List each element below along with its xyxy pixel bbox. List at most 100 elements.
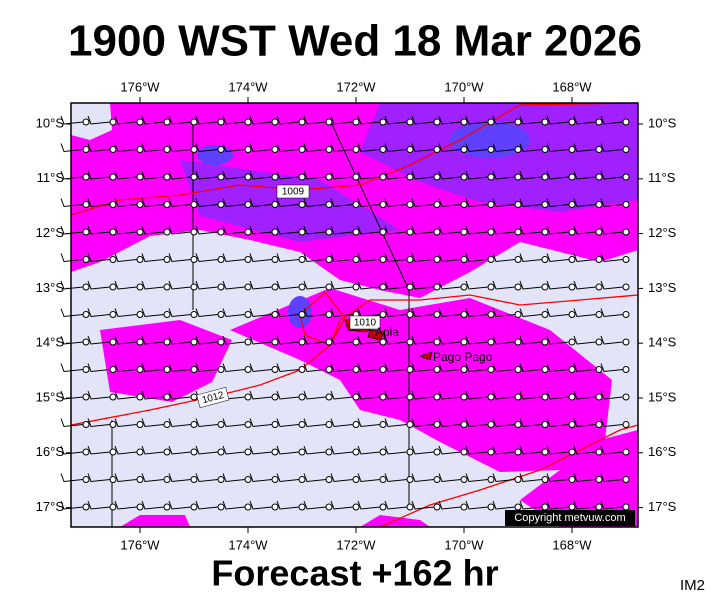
barb	[384, 445, 408, 455]
barb	[276, 225, 300, 235]
station	[325, 366, 333, 373]
barb	[384, 308, 408, 318]
barb	[222, 170, 246, 180]
station	[298, 311, 306, 318]
barb	[384, 225, 408, 235]
barb	[276, 473, 300, 483]
barb	[195, 198, 219, 208]
station	[190, 366, 198, 373]
station	[541, 118, 549, 126]
barb	[546, 225, 570, 235]
station	[298, 146, 306, 153]
station	[271, 256, 279, 263]
barb	[60, 335, 84, 345]
station	[298, 256, 306, 263]
lat-label: 17°S	[648, 499, 677, 514]
station	[190, 201, 198, 208]
station	[460, 283, 468, 291]
station	[244, 421, 252, 428]
barb	[141, 198, 165, 208]
barb	[114, 473, 138, 483]
station	[595, 476, 603, 483]
station	[136, 421, 144, 428]
station	[541, 366, 549, 373]
station	[595, 228, 603, 236]
barb	[546, 445, 570, 455]
barb	[492, 280, 516, 290]
barb	[87, 115, 111, 125]
station	[379, 201, 387, 208]
barb	[195, 253, 219, 263]
station	[298, 421, 306, 428]
station	[352, 146, 360, 153]
barb	[492, 115, 516, 125]
graticule-labels: 176°W 176°W 174°W 174°W 172°W 172°W 170°W 170°W…	[36, 79, 677, 552]
station	[109, 311, 117, 318]
barb	[600, 500, 624, 510]
barb	[330, 473, 354, 483]
barb	[195, 170, 219, 180]
barb	[438, 445, 462, 455]
barb	[276, 500, 300, 510]
barb	[492, 170, 516, 180]
barb	[573, 198, 597, 208]
station	[514, 366, 522, 373]
barb	[465, 363, 489, 373]
barb	[276, 445, 300, 455]
barb	[357, 170, 381, 180]
barb	[330, 198, 354, 208]
station	[325, 256, 333, 263]
barb	[87, 445, 111, 455]
station	[163, 283, 171, 291]
station	[595, 146, 603, 153]
barb	[87, 143, 111, 153]
station	[190, 146, 198, 153]
barb	[276, 390, 300, 400]
barb	[222, 253, 246, 263]
barb	[60, 308, 84, 318]
barb	[357, 335, 381, 345]
station	[271, 448, 279, 456]
barb	[303, 170, 327, 180]
station	[406, 283, 414, 291]
station	[136, 173, 144, 181]
barb	[249, 335, 273, 345]
station	[163, 448, 171, 456]
barb	[411, 390, 435, 400]
station	[325, 118, 333, 126]
station	[460, 256, 468, 263]
station	[433, 256, 441, 263]
station	[136, 338, 144, 346]
barb	[546, 473, 570, 483]
station	[82, 448, 90, 456]
station	[271, 503, 279, 511]
place-label: Apia	[375, 325, 399, 339]
barb	[114, 500, 138, 510]
barb	[411, 280, 435, 290]
barb	[492, 198, 516, 208]
station	[190, 503, 198, 511]
station	[109, 256, 117, 263]
station	[595, 118, 603, 126]
barb	[276, 143, 300, 153]
lat-label: 17°S	[36, 499, 65, 514]
barb	[465, 115, 489, 125]
barb	[222, 500, 246, 510]
station	[622, 228, 630, 236]
barb	[573, 363, 597, 373]
barb	[438, 308, 462, 318]
barb	[141, 445, 165, 455]
barb	[384, 170, 408, 180]
barb	[195, 445, 219, 455]
station	[271, 228, 279, 236]
barb	[465, 198, 489, 208]
barb	[519, 445, 543, 455]
barb	[87, 280, 111, 290]
station	[622, 448, 630, 456]
barb	[168, 308, 192, 318]
copyright-box	[505, 510, 635, 526]
station	[163, 173, 171, 181]
station	[460, 201, 468, 208]
station	[82, 311, 90, 318]
station	[109, 146, 117, 153]
